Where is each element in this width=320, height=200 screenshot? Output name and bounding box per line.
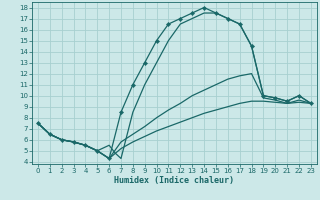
- X-axis label: Humidex (Indice chaleur): Humidex (Indice chaleur): [115, 176, 234, 185]
